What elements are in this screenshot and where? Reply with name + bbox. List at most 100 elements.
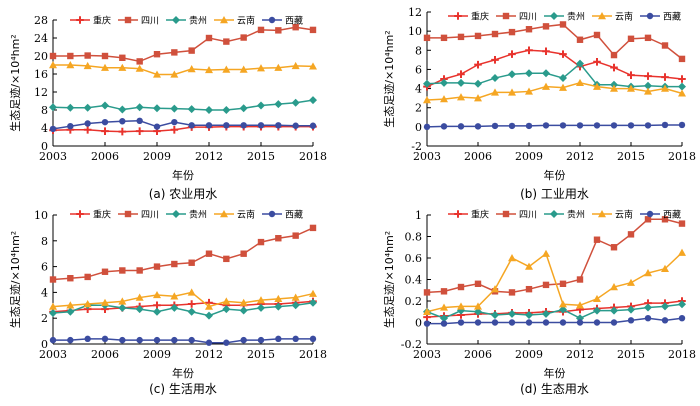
data-point [309,335,317,343]
data-point [170,292,179,300]
data-point [508,319,516,326]
series-line [427,317,683,325]
y-tick-label: 8 [415,44,422,57]
legend-marker [124,210,132,218]
data-point [135,103,144,112]
y-tick-label: 4 [41,286,48,299]
data-point [542,82,550,90]
data-point [593,82,601,90]
data-point [223,339,230,346]
data-point [508,309,516,318]
legend-marker [454,210,462,218]
data-point [610,244,618,251]
series-line [426,303,683,320]
data-point [118,297,127,305]
legend-label: 云南 [615,11,633,23]
data-point [440,314,448,323]
data-point [205,250,213,257]
data-point [610,84,618,92]
legend-marker [220,210,228,218]
data-point [508,88,516,96]
chart-caption: (b) 工业用水 [520,187,589,201]
series-3 [49,96,317,114]
y-tick-label: 6 [41,261,48,274]
data-point [576,36,584,43]
data-point [457,302,465,310]
data-point [205,302,213,310]
series-line [426,218,683,294]
data-point [309,289,317,297]
data-point [559,300,567,308]
data-point [644,81,652,90]
data-point [610,306,618,315]
x-tick-label: 2018 [299,348,327,361]
data-point [423,79,431,88]
data-point [678,82,686,91]
data-point [627,317,635,324]
legend-label: 贵州 [567,11,585,23]
data-point [153,290,161,299]
data-point [49,309,57,318]
data-point [274,63,283,71]
data-point [205,311,213,320]
chart-panel-1: 0 4 8 12 16 20 24 28 2003 2006 2009 2012 2015 2018 年份 生… [8,14,327,201]
legend-marker [646,210,654,218]
data-point [171,49,178,56]
data-point [292,232,299,239]
data-point [170,303,179,312]
x-tick-label: 2012 [566,150,594,163]
series-line [426,124,682,128]
data-point [240,34,247,41]
data-point [661,302,669,311]
data-point [474,280,482,287]
data-point [644,216,652,223]
data-point [457,319,465,326]
data-point [474,319,482,326]
data-point [135,293,144,301]
data-point [309,224,317,232]
data-point [239,306,248,315]
data-point [153,51,161,58]
data-point [170,126,179,134]
data-point [83,61,92,70]
data-point [508,50,516,58]
data-point [661,42,669,49]
data-point [610,51,618,59]
data-point [627,84,635,92]
data-point [525,285,533,293]
x-tick-label: 2015 [247,348,275,361]
x-axis-label: 年份 [544,366,566,380]
legend-label: 西藏 [285,209,303,221]
data-point [49,103,57,112]
series-5 [423,315,686,327]
data-point [559,280,567,287]
x-axis-label: 年份 [172,366,194,380]
legend-label: 重庆 [471,209,489,221]
data-point [257,101,265,110]
data-point [661,264,669,272]
data-point [101,63,109,71]
data-point [309,26,317,34]
legend-marker [598,12,606,20]
data-point [101,101,109,110]
data-point [644,34,652,42]
data-point [67,123,74,130]
data-point [275,122,282,129]
x-tick-label: 2015 [247,150,275,163]
y-tick-label: 1 [415,209,422,222]
x-tick-label: 2006 [464,348,492,361]
data-point [525,26,533,33]
data-point [576,319,584,326]
data-point [525,319,533,326]
data-point [274,100,283,109]
y-tick-label: 6 [415,63,422,76]
data-point [559,21,567,28]
data-point [171,260,178,268]
data-point [153,123,161,130]
series-3 [49,298,317,320]
data-point [83,103,92,112]
data-point [525,262,533,270]
data-point [576,59,584,68]
data-point [474,123,482,130]
legend-label: 云南 [237,209,255,221]
